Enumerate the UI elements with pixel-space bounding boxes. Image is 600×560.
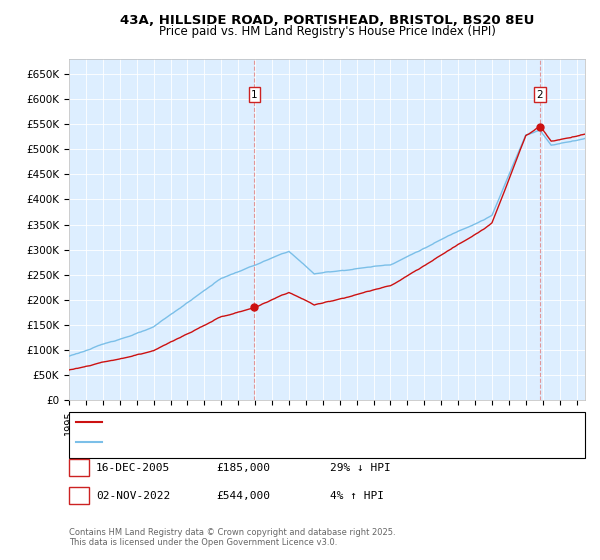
Text: 02-NOV-2022: 02-NOV-2022 <box>96 491 170 501</box>
Text: 1: 1 <box>76 463 82 473</box>
Text: 2: 2 <box>536 90 544 100</box>
Text: 2: 2 <box>76 491 82 501</box>
Text: 43A, HILLSIDE ROAD, PORTISHEAD, BRISTOL, BS20 8EU: 43A, HILLSIDE ROAD, PORTISHEAD, BRISTOL,… <box>120 14 534 27</box>
Text: 4% ↑ HPI: 4% ↑ HPI <box>330 491 384 501</box>
Text: 1: 1 <box>251 90 258 100</box>
Text: 16-DEC-2005: 16-DEC-2005 <box>96 463 170 473</box>
Text: 43A, HILLSIDE ROAD, PORTISHEAD, BRISTOL, BS20 8EU (detached house): 43A, HILLSIDE ROAD, PORTISHEAD, BRISTOL,… <box>106 417 472 427</box>
Text: £544,000: £544,000 <box>216 491 270 501</box>
Text: HPI: Average price, detached house, North Somerset: HPI: Average price, detached house, Nort… <box>106 437 369 447</box>
Text: Price paid vs. HM Land Registry's House Price Index (HPI): Price paid vs. HM Land Registry's House … <box>158 25 496 38</box>
Text: Contains HM Land Registry data © Crown copyright and database right 2025.
This d: Contains HM Land Registry data © Crown c… <box>69 528 395 547</box>
Text: 29% ↓ HPI: 29% ↓ HPI <box>330 463 391 473</box>
Text: £185,000: £185,000 <box>216 463 270 473</box>
